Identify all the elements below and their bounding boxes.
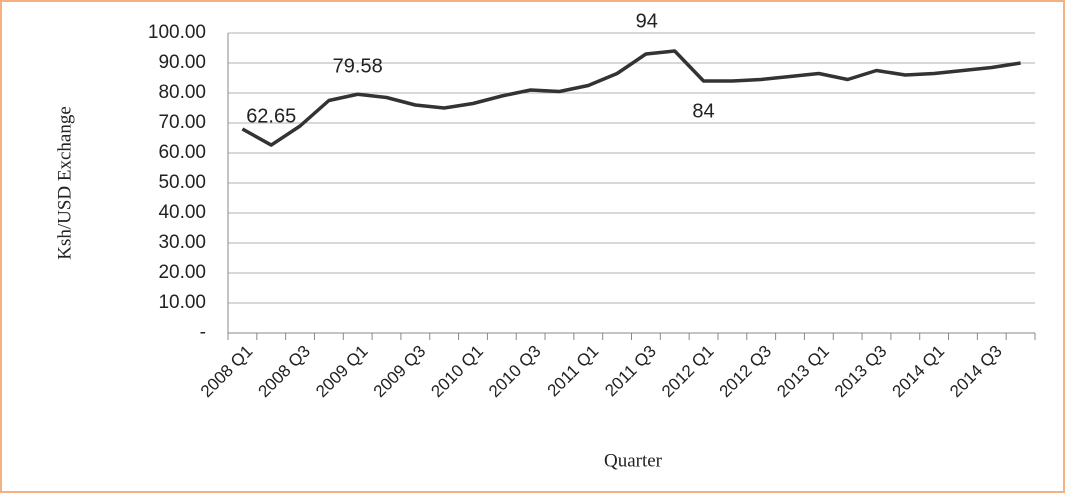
y-tick-label: 30.00 <box>158 232 206 253</box>
y-tick-label: 70.00 <box>158 112 206 133</box>
y-tick-label: 40.00 <box>158 202 206 223</box>
data-label: 94 <box>636 10 658 32</box>
y-tick-label: 20.00 <box>158 262 206 283</box>
y-tick-label: 90.00 <box>158 52 206 73</box>
y-tick-label: 100.00 <box>148 22 206 43</box>
y-tick-label: 50.00 <box>158 172 206 193</box>
y-tick-label: 10.00 <box>158 292 206 313</box>
data-label: 84 <box>692 100 714 122</box>
data-label: 62.65 <box>246 105 296 127</box>
y-tick-label: 80.00 <box>158 82 206 103</box>
x-axis-title: Quarter <box>604 450 663 471</box>
data-line <box>241 49 1021 147</box>
y-tick-label: 60.00 <box>158 142 206 163</box>
y-axis-title: Ksh/USD Exchange <box>54 106 75 260</box>
data-label: 79.58 <box>333 56 383 78</box>
y-tick-label: - <box>200 322 206 343</box>
